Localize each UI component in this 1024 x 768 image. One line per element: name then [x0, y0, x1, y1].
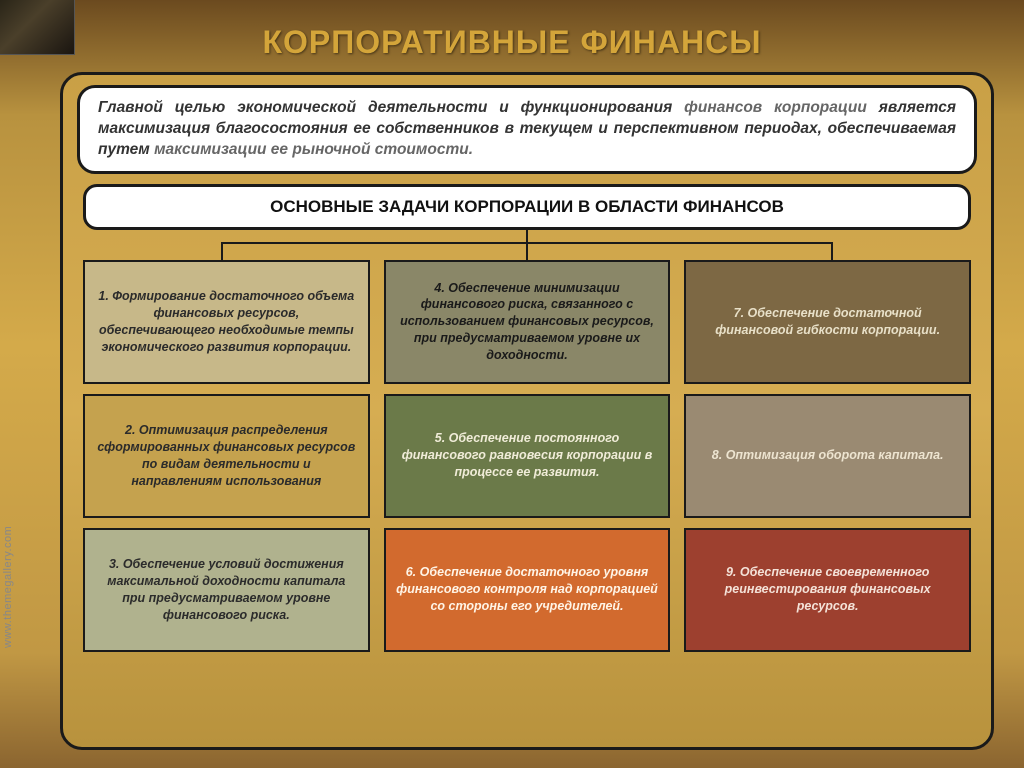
- slide-title: КОРПОРАТИВНЫЕ ФИНАНСЫ: [0, 24, 1024, 61]
- task-cell-9: 9. Обеспечение своевременного реинвестир…: [684, 528, 971, 652]
- task-cell-6: 8. Оптимизация оборота капитала.: [684, 394, 971, 518]
- intro-box: Главной целью экономической деятельности…: [77, 85, 977, 174]
- task-cell-2: 4. Обеспечение минимизации финансового р…: [384, 260, 671, 384]
- tasks-header: ОСНОВНЫЕ ЗАДАЧИ КОРПОРАЦИИ В ОБЛАСТИ ФИН…: [83, 184, 971, 230]
- task-cell-1: 1. Формирование достаточного объема фина…: [83, 260, 370, 384]
- task-cell-8: 6. Обеспечение достаточного уровня финан…: [384, 528, 671, 652]
- tasks-grid: 1. Формирование достаточного объема фина…: [83, 260, 971, 652]
- task-cell-5: 5. Обеспечение постоянного финансового р…: [384, 394, 671, 518]
- connector-lines: [83, 230, 971, 260]
- main-frame: Главной целью экономической деятельности…: [60, 72, 994, 750]
- task-cell-4: 2. Оптимизация распределения сформирован…: [83, 394, 370, 518]
- watermark: www.themegallery.com: [2, 526, 14, 648]
- intro-text: Главной целью экономической деятельности…: [98, 99, 956, 158]
- task-cell-7: 3. Обеспечение условий достижения максим…: [83, 528, 370, 652]
- task-cell-3: 7. Обеспечение достаточной финансовой ги…: [684, 260, 971, 384]
